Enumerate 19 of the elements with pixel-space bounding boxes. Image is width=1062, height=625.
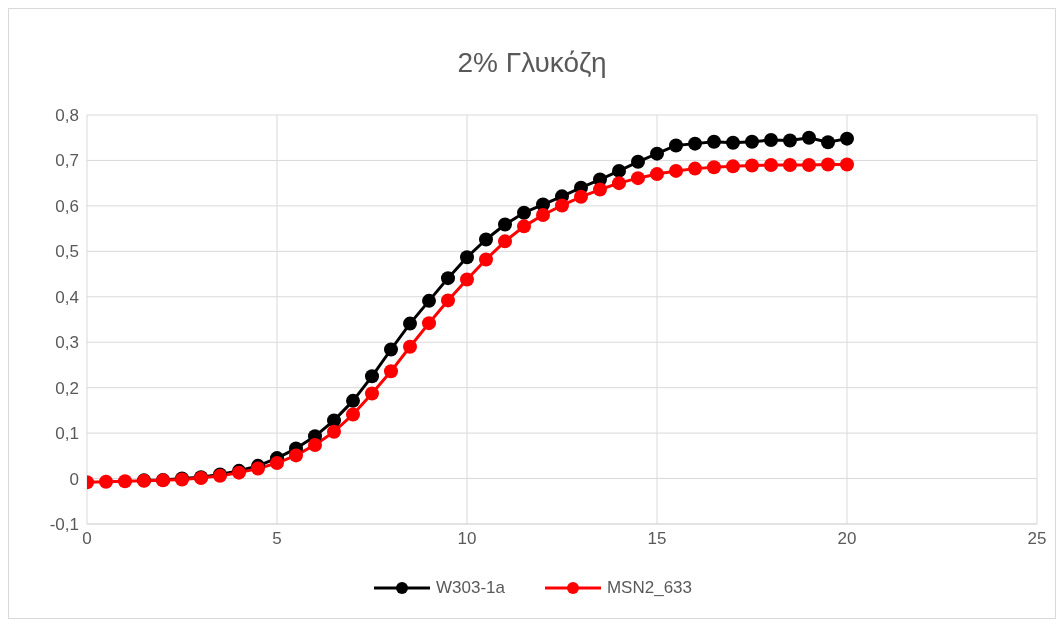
y-tick-label: 0,6: [55, 196, 79, 216]
y-tick-label: 0,2: [55, 378, 79, 398]
y-tick-label: 0,5: [55, 242, 79, 262]
x-tick-label: 25: [1027, 529, 1047, 549]
chart-title: 2% Γλυκόζη: [456, 47, 608, 79]
x-tick-label: 5: [272, 529, 282, 549]
y-tick-label: 0: [69, 469, 79, 489]
y-tick-label: 0,1: [55, 424, 79, 444]
x-tick-label: 0: [82, 529, 92, 549]
x-tick-label: 20: [837, 529, 857, 549]
y-tick-label: 0,7: [55, 151, 79, 171]
x-tick-label: 10: [457, 529, 477, 549]
y-tick-label: -0,1: [49, 515, 79, 535]
y-tick-label: 0,8: [55, 106, 79, 126]
y-tick-label: 0,4: [55, 287, 79, 307]
x-tick-label: 15: [647, 529, 667, 549]
y-tick-label: 0,3: [55, 333, 79, 353]
legend-label: W303-1a: [435, 578, 505, 598]
legend-label: MSN2_633: [606, 578, 693, 598]
